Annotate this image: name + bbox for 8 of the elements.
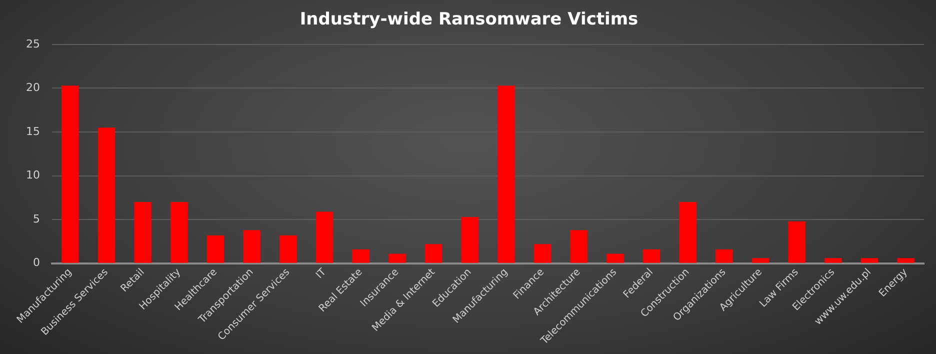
y-tick-label: 5 xyxy=(32,212,40,226)
x-tick-label: IT xyxy=(314,266,330,281)
chart-title: Industry-wide Ransomware Victims xyxy=(300,10,638,30)
y-tick-label: 15 xyxy=(26,124,40,138)
y-tick-label: 25 xyxy=(26,37,40,50)
y-tick-label: 0 xyxy=(32,256,40,270)
y-tick-label: 20 xyxy=(26,81,40,94)
y-tick-label: 10 xyxy=(26,168,40,182)
